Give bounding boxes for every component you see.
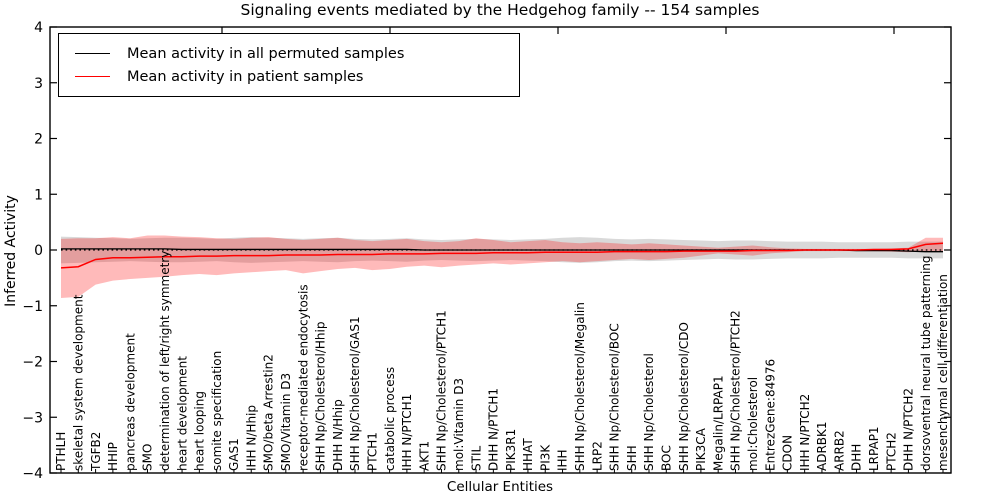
x-tick-label: ADRBK1 [815,421,829,471]
legend-item-permuted: Mean activity in all permuted samples [59,46,519,62]
x-tick-label: heart looping [193,391,207,471]
x-tick-label: SHH Np/Cholesterol/GAS1 [348,316,362,471]
x-tick-label: determination of left/right symmetry [158,251,172,471]
x-tick-label: PTCH2 [884,432,898,471]
x-tick-label: SHH Np/Cholesterol/PTCH2 [729,310,743,471]
x-tick-label: pancreas development [123,333,137,471]
y-tick-label: 0 [34,243,43,259]
x-tick-label: PI3K [538,444,552,471]
x-tick-label: catabolic process [383,367,397,471]
x-tick-label: LRPAP1 [867,426,881,471]
patient-line-swatch [75,76,110,77]
x-tick-label: SHH Np/Cholesterol/CDO [677,322,691,471]
x-tick-label: SHH Np/Cholesterol/BOC [608,323,622,471]
y-tick-label: −2 [22,355,43,371]
legend-label-patient: Mean activity in patient samples [127,68,364,85]
legend-item-patient: Mean activity in patient samples [59,69,519,85]
x-tick-label: mol:Vitamin D3 [452,378,466,471]
y-tick-label: 1 [34,187,43,203]
x-tick-label: SHH Np/Cholesterol/Megalin [573,302,587,471]
y-tick-label: 4 [34,20,43,36]
x-tick-label: TGFB2 [89,432,103,472]
y-tick-label: −1 [22,299,43,315]
x-axis-label: Cellular Entities [446,479,554,495]
x-tick-label: IHH N/Hhip [244,405,258,471]
legend-label-permuted: Mean activity in all permuted samples [127,45,405,62]
x-tick-label: SHH Np/Cholesterol/PTCH1 [435,310,449,471]
y-tick-label: 2 [34,132,43,148]
y-tick-label: 3 [34,76,43,92]
x-tick-label: PIK3R1 [504,429,518,471]
x-tick-label: SHH Np/Cholesterol/Hhip [314,322,328,471]
x-tick-label: mesenchymal cell differentiation [936,274,950,471]
permuted-line-swatch [75,53,110,54]
x-tick-label: GAS1 [227,438,241,471]
x-tick-label: LRP2 [590,441,604,471]
x-tick-label: receptor-mediated endocytosis [296,284,310,471]
x-tick-label: Megalin/LRPAP1 [711,375,725,471]
x-tick-label: IHH [556,449,570,471]
x-tick-label: HHIP [106,442,120,471]
x-tick-label: IHH N/PTCH2 [798,394,812,471]
x-tick-label: heart development [175,356,189,471]
x-tick-label: PTCH1 [365,432,379,471]
x-tick-label: DHH N/Hhip [331,399,345,471]
x-tick-label: HHAT [521,438,535,471]
x-tick-label: SMO [141,444,155,471]
y-tick-label: −4 [22,466,43,482]
x-tick-label: DHH N/PTCH2 [902,388,916,471]
x-tick-label: dorsoventral neural tube patterning [919,255,933,471]
x-tick-label: IHH N/PTCH1 [400,394,414,471]
series-line-patient [60,242,944,269]
x-tick-label: BOC [659,445,673,471]
x-tick-label: PIK3CA [694,427,708,471]
x-tick-label: PTHLH [54,432,68,471]
x-tick-label: SHH Np/Cholesterol [642,353,656,471]
legend: Mean activity in all permuted samples Me… [58,33,520,97]
x-tick-label: AKT1 [417,441,431,471]
x-tick-label: DHH N/PTCH1 [487,388,501,471]
x-tick-label: EntrezGene:84976 [763,359,777,471]
y-tick-label: −3 [22,410,43,426]
x-tick-label: SMO/beta Arrestin2 [262,354,276,471]
x-tick-label: somite specification [210,351,224,471]
x-tick-label: STIL [469,446,483,471]
x-tick-label: mol:Cholesterol [746,377,760,471]
x-tick-label: ARRB2 [832,430,846,471]
x-tick-label: CDON [781,435,795,471]
chart-title: Signaling events mediated by the Hedgeho… [240,1,760,19]
x-tick-label: skeletal system development [71,294,85,471]
x-tick-label: DHH [850,444,864,471]
x-tick-label: SHH [625,445,639,471]
x-tick-label: SMO/Vitamin D3 [279,373,293,471]
